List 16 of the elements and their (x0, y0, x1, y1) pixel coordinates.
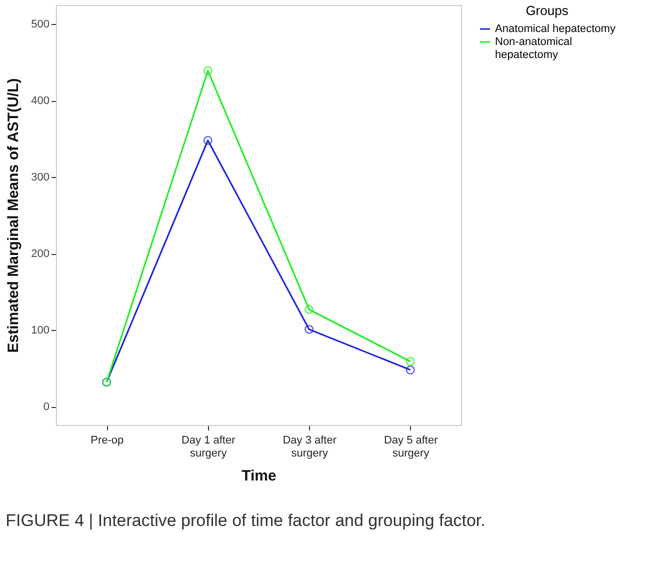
x-tick-label: Day 3 after surgery (282, 434, 337, 460)
x-tick-label: Pre-op (90, 434, 124, 446)
y-tick-label: 100 (31, 324, 50, 337)
x-axis-title: Time (242, 468, 276, 484)
caption: FIGURE 4 | Interactive profile of time factor and grouping factor. (6, 511, 486, 530)
y-tick-label: 500 (31, 18, 50, 31)
legend-title: Groups (526, 3, 569, 18)
legend-label: Non-anatomical hepatectomy (495, 36, 572, 61)
y-tick-label: 200 (31, 248, 50, 260)
legend-label: Anatomical hepatectomy (495, 23, 616, 35)
y-tick-label: 0 (43, 401, 50, 414)
y-tick-label: 300 (31, 172, 50, 184)
y-axis-title: Estimated Marginal Means of AST(U/L) (5, 78, 22, 353)
x-tick-label: Day 1 after surgery (181, 434, 236, 460)
x-tick-label: Day 5 after surgery (384, 434, 438, 460)
y-tick-label: 400 (31, 95, 50, 108)
